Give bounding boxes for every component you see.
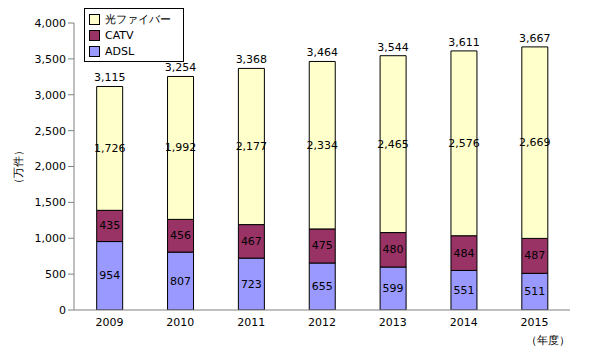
svg-text:3,611: 3,611: [448, 36, 480, 49]
svg-text:3,464: 3,464: [306, 46, 338, 59]
svg-text:484: 484: [453, 247, 474, 260]
svg-text:954: 954: [99, 269, 120, 282]
svg-text:1,500: 1,500: [35, 196, 67, 209]
svg-text:1,000: 1,000: [35, 232, 67, 245]
svg-text:1,726: 1,726: [94, 142, 126, 155]
svg-text:2009: 2009: [95, 316, 123, 329]
html-text:ADSL: ADSL: [105, 44, 135, 58]
svg-text:551: 551: [453, 284, 474, 297]
svg-text:2,000: 2,000: [35, 160, 67, 173]
svg-text:2014: 2014: [450, 316, 478, 329]
svg-text:480: 480: [383, 243, 404, 256]
html-text:CATV: CATV: [105, 28, 134, 42]
svg-text:511: 511: [524, 285, 545, 298]
svg-text:487: 487: [524, 249, 545, 262]
svg-text:1,992: 1,992: [165, 141, 197, 154]
svg-text:2,500: 2,500: [35, 125, 67, 138]
svg-text:4,000: 4,000: [35, 17, 67, 30]
svg-text:435: 435: [99, 219, 120, 232]
svg-text:599: 599: [383, 282, 404, 295]
svg-text:3,544: 3,544: [377, 41, 409, 54]
svg-text:（年度）: （年度）: [526, 334, 570, 346]
svg-text:2012: 2012: [308, 316, 336, 329]
svg-text:2,177: 2,177: [236, 140, 268, 153]
svg-text:3,000: 3,000: [35, 89, 67, 102]
svg-text:456: 456: [170, 229, 191, 242]
svg-text:723: 723: [241, 278, 262, 291]
svg-text:500: 500: [45, 268, 66, 281]
svg-text:0: 0: [59, 304, 66, 317]
svg-text:2,334: 2,334: [306, 139, 338, 152]
svg-text:2011: 2011: [237, 316, 265, 329]
html-text:光ファイバー: 光ファイバー: [105, 12, 171, 26]
svg-text:2010: 2010: [166, 316, 194, 329]
svg-text:467: 467: [241, 235, 262, 248]
svg-text:807: 807: [170, 275, 191, 288]
svg-text:2015: 2015: [521, 316, 549, 329]
svg-text:2013: 2013: [379, 316, 407, 329]
svg-text:3,115: 3,115: [94, 71, 126, 84]
svg-text:655: 655: [312, 280, 333, 293]
svg-text:3,368: 3,368: [236, 53, 268, 66]
svg-text:3,254: 3,254: [165, 61, 197, 74]
svg-text:475: 475: [312, 239, 333, 252]
svg-text:2,465: 2,465: [377, 138, 409, 151]
svg-text:3,500: 3,500: [35, 53, 67, 66]
svg-text:2,669: 2,669: [519, 136, 551, 149]
svg-text:3,667: 3,667: [519, 32, 551, 45]
svg-text:（万件）: （万件）: [12, 145, 25, 189]
svg-text:2,576: 2,576: [448, 137, 480, 150]
